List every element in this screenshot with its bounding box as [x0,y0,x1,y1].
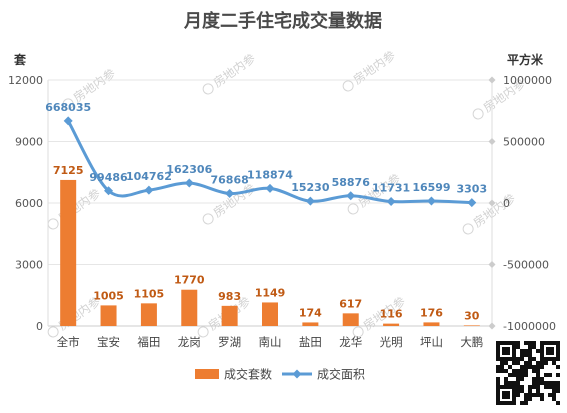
right-axis-ticks: -1000000 -500000 0 500000 1000000 [488,74,556,333]
bar-data-label: 983 [218,290,241,303]
bar-data-label: 174 [299,306,322,319]
line-point [346,191,356,201]
line-data-label: 15230 [291,181,330,194]
chart-title: 月度二手住宅成交量数据 [183,10,382,32]
line-data-label: 58876 [332,176,371,189]
svg-text:房地内参: 房地内参 [210,50,258,90]
line-point [184,178,194,188]
legend-bar-swatch [195,369,219,379]
right-tick-marker [488,322,496,330]
category-label: 坪山 [420,335,443,349]
category-label: 罗湖 [218,335,241,349]
category-label: 福田 [137,335,160,349]
right-tick-label: -500000 [503,259,549,272]
line-data-label: 162306 [166,163,212,176]
legend-line-marker [292,369,302,379]
category-label: 大鹏 [460,335,483,349]
left-tick-label: 12000 [8,74,43,87]
svg-text:房地内参: 房地内参 [350,47,398,87]
line-point [63,116,73,126]
bar-data-label: 617 [339,297,362,310]
category-labels: 全市 宝安 福田 龙岗 罗湖 南山 盐田 龙华 光明 坪山 大鹏 [57,335,484,349]
legend: 成交套数 成交面积 [195,367,365,382]
bar [423,322,440,326]
bar-series [60,179,480,326]
category-label: 盐田 [299,335,322,349]
category-label: 龙岗 [178,335,201,349]
line-point [467,198,477,208]
line-point [386,197,396,207]
qr-code [494,339,562,407]
category-label: 全市 [57,335,80,349]
bar [463,325,480,326]
left-tick-label: 0 [36,320,43,333]
bar [100,305,117,326]
left-tick-label: 6000 [15,197,43,210]
bar-data-label: 1105 [134,287,165,300]
left-tick-label: 9000 [15,136,43,149]
line-data-label: 16599 [412,181,450,194]
legend-line-label: 成交面积 [317,367,365,382]
category-label: 龙华 [339,335,362,349]
line-data-label: 104762 [126,170,172,183]
line-point [265,183,275,193]
line-data-label: 99486 [89,171,128,184]
right-tick-marker [488,199,496,207]
watermark: 房地内参 [342,47,398,92]
left-axis-ticks: 0 3000 6000 9000 12000 [8,74,43,333]
right-tick-marker [488,76,496,84]
bar [383,323,400,326]
line-point [104,186,114,196]
svg-text:房地内参: 房地内参 [470,190,518,230]
bar [262,302,278,326]
bar-data-label: 30 [464,309,480,322]
bar-data-label: 7125 [53,164,84,177]
right-tick-label: -1000000 [503,320,556,333]
bar-data-label: 116 [380,308,403,321]
right-tick-label: 500000 [503,136,545,149]
legend-bar-label: 成交套数 [224,367,272,382]
line-data-label: 118874 [247,168,293,181]
bar [302,322,319,326]
right-tick-label: 0 [503,197,510,210]
bar-data-label: 1005 [93,289,124,302]
bar-data-label: 1770 [174,274,205,287]
line-point [426,196,436,206]
bar [181,289,198,326]
line-series [63,116,477,208]
category-label: 光明 [380,335,403,349]
line-point [144,185,154,195]
line-data-label: 668035 [45,101,91,114]
bar-data-label: 1149 [255,286,286,299]
svg-text:房地内参: 房地内参 [70,65,118,105]
bar [140,303,157,326]
line-data-label: 11731 [372,182,410,195]
category-label: 宝安 [97,335,120,349]
bar [221,305,238,326]
line-point [305,196,315,206]
bar-data-labels: 7125 1005 1105 1770 983 1149 174 617 116 176 30 [53,164,480,322]
category-label: 南山 [259,335,282,349]
left-tick-label: 3000 [15,259,43,272]
line-data-label: 76868 [210,174,248,187]
bar-data-label: 176 [420,306,443,319]
bar [60,179,77,326]
line-data-label: 3303 [457,183,488,196]
left-axis-unit: 套 [13,52,27,67]
watermark: 房地内参 [202,50,258,95]
right-tick-label: 1000000 [503,74,552,87]
right-axis-unit: 平方米 [507,52,544,67]
right-tick-marker [488,261,496,268]
right-tick-marker [488,138,496,145]
line-point [225,189,235,199]
bar [342,313,359,326]
